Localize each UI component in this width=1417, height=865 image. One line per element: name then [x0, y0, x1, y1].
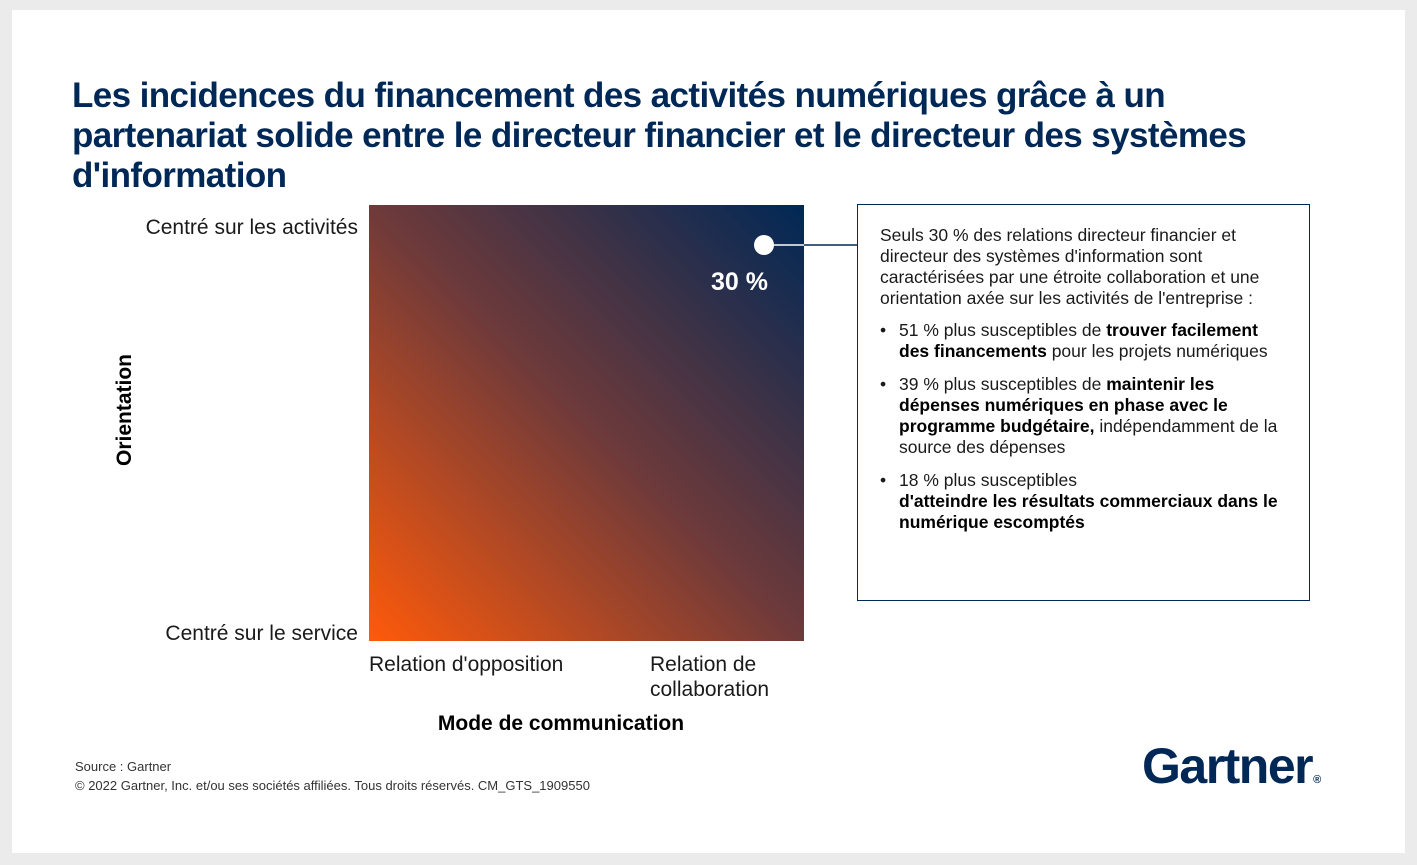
logo-text: Gartner — [1142, 738, 1314, 794]
bullet-text: pour les projets numériques — [1046, 341, 1268, 361]
bullet-text: indépendamment de la source des dépenses — [899, 416, 1278, 457]
data-point-label: 30 % — [711, 268, 768, 296]
bullet-icon: • — [880, 374, 887, 394]
bullet-text: 18 % plus susceptibles — [899, 470, 1078, 490]
bullet-icon: • — [880, 320, 887, 340]
gradient-matrix — [369, 205, 804, 641]
callout-bullet-1: • 51 % plus susceptibles de trouver facil… — [880, 320, 1285, 362]
bullet-bold: trouver facilement des financements — [899, 320, 1258, 361]
bullet-icon: • — [880, 470, 887, 490]
y-tick-label-bottom: Centré sur le service — [165, 622, 358, 645]
gartner-logo: Gartner® — [1142, 737, 1321, 795]
x-axis-title: Mode de communication — [437, 712, 685, 735]
callout-intro: Seuls 30 % des relations directeur finan… — [880, 225, 1260, 308]
x-tick-label-left: Relation d'opposition — [369, 653, 564, 676]
copyright-note: © 2022 Gartner, Inc. et/ou ses sociétés … — [75, 778, 590, 793]
y-tick-label-top: Centré sur les activités — [145, 216, 358, 239]
callout-bullet-2: • 39 % plus susceptibles de maintenir les… — [880, 374, 1285, 458]
registered-mark: ® — [1313, 774, 1322, 786]
callout-list: • 51 % plus susceptibles de trouver facil… — [880, 320, 1285, 533]
bullet-bold: d'atteindre les résultats commerciaux da… — [899, 491, 1278, 532]
infographic-card: Les incidences du financement des activi… — [12, 10, 1405, 853]
y-axis-title: Orientation — [113, 354, 136, 467]
matrix-svg — [369, 205, 804, 641]
page-title: Les incidences du financement des activi… — [72, 76, 1247, 195]
gradient-fill — [369, 205, 804, 641]
bullet-bold: maintenir les dépenses numériques en pha… — [899, 374, 1228, 436]
callout-box: Seuls 30 % des relations directeur finan… — [857, 204, 1310, 601]
x-tick-label-right: Relation de collaboration — [650, 653, 770, 701]
bullet-text: 39 % plus susceptibles de — [899, 374, 1107, 394]
callout-bullet-3: • 18 % plus susceptibles d'atteindre les … — [880, 470, 1285, 533]
source-note: Source : Gartner — [75, 759, 172, 774]
bullet-text: 51 % plus susceptibles de — [899, 320, 1107, 340]
